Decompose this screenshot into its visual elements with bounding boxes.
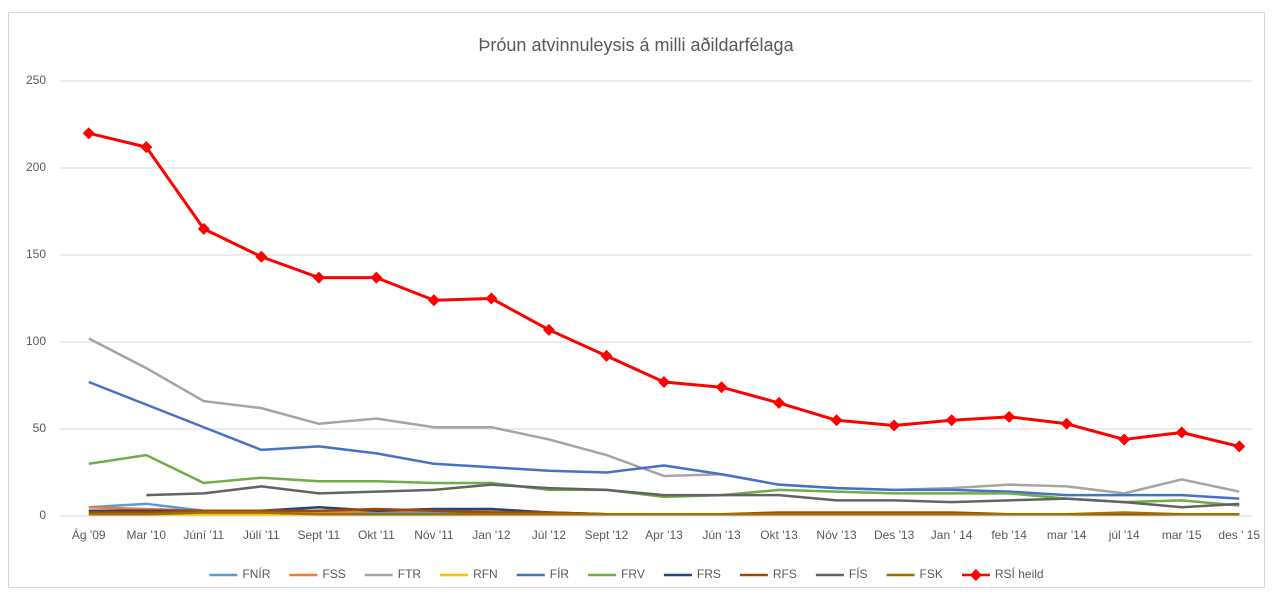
data-point xyxy=(255,250,268,263)
x-tick-label: Ág '09 xyxy=(72,527,106,542)
data-point xyxy=(370,271,383,284)
x-tick-label: Nóv '13 xyxy=(816,528,857,542)
y-tick-label: 50 xyxy=(33,421,47,435)
data-point xyxy=(140,141,153,154)
data-point xyxy=(427,294,440,307)
x-tick-label: Okt '13 xyxy=(760,528,798,542)
x-tick-label: Mar '10 xyxy=(126,528,166,542)
y-tick-label: 100 xyxy=(26,334,46,348)
y-tick-label: 0 xyxy=(39,508,46,522)
y-tick-label: 150 xyxy=(26,247,46,261)
data-point xyxy=(600,349,613,362)
x-tick-label: feb '14 xyxy=(991,528,1027,542)
data-point xyxy=(1003,410,1016,423)
series-line xyxy=(88,380,1240,500)
x-tick-label: mar '14 xyxy=(1047,528,1087,542)
data-point xyxy=(82,127,95,140)
x-tick-label: Júní '11 xyxy=(183,528,224,542)
data-point xyxy=(658,376,670,389)
legend-label: FÍR xyxy=(550,566,570,581)
y-tick-label: 250 xyxy=(26,73,46,87)
legend-label: FÍS xyxy=(849,566,868,581)
x-tick-label: mar '15 xyxy=(1162,528,1202,542)
x-tick-label: Jan ' 14 xyxy=(931,528,973,542)
series-line xyxy=(146,483,1240,509)
data-point xyxy=(197,222,210,235)
series-line xyxy=(88,511,1240,516)
legend-marker xyxy=(969,569,982,581)
chart-title: Þróun atvinnuleysis á milli aðildarfélag… xyxy=(478,35,794,55)
legend-label: RSÍ heild xyxy=(995,566,1044,581)
series-line xyxy=(88,337,1240,495)
x-tick-label: Apr '13 xyxy=(645,528,683,542)
data-point xyxy=(1060,417,1073,430)
data-point xyxy=(1118,433,1131,446)
legend-label: FRV xyxy=(621,567,645,581)
data-point xyxy=(542,323,555,336)
y-tick-label: 200 xyxy=(26,160,46,174)
data-point xyxy=(830,414,843,427)
legend-label: RFS xyxy=(773,567,797,581)
data-point xyxy=(945,414,958,427)
legend-label: FRS xyxy=(697,567,721,581)
x-tick-label: júl '14 xyxy=(1108,528,1140,542)
x-tick-label: Júl '12 xyxy=(532,528,567,542)
legend-label: FTR xyxy=(398,567,422,581)
x-tick-label: Júlí '11 xyxy=(243,528,280,542)
chart-frame xyxy=(8,12,1265,588)
x-tick-label: Sept '12 xyxy=(585,528,629,542)
data-point xyxy=(485,292,498,305)
x-tick-label: Okt '11 xyxy=(358,528,395,542)
x-tick-label: Sept '11 xyxy=(297,528,340,542)
legend-label: FSS xyxy=(322,567,345,581)
data-point xyxy=(888,419,901,432)
legend-label: FNÍR xyxy=(242,566,270,581)
x-tick-label: Nóv '11 xyxy=(414,528,454,542)
data-point xyxy=(715,381,728,394)
x-tick-label: Jan '12 xyxy=(472,528,511,542)
series-line xyxy=(88,453,1240,507)
x-tick-label: Des '13 xyxy=(874,528,915,542)
data-point xyxy=(1233,440,1246,453)
data-point xyxy=(312,271,325,284)
legend-label: FSK xyxy=(920,567,943,581)
x-tick-label: Jún '13 xyxy=(702,528,741,542)
data-point xyxy=(1175,426,1188,439)
x-tick-label: des ' 15 xyxy=(1218,528,1260,542)
legend-label: RFN xyxy=(473,567,498,581)
data-point xyxy=(773,396,786,409)
